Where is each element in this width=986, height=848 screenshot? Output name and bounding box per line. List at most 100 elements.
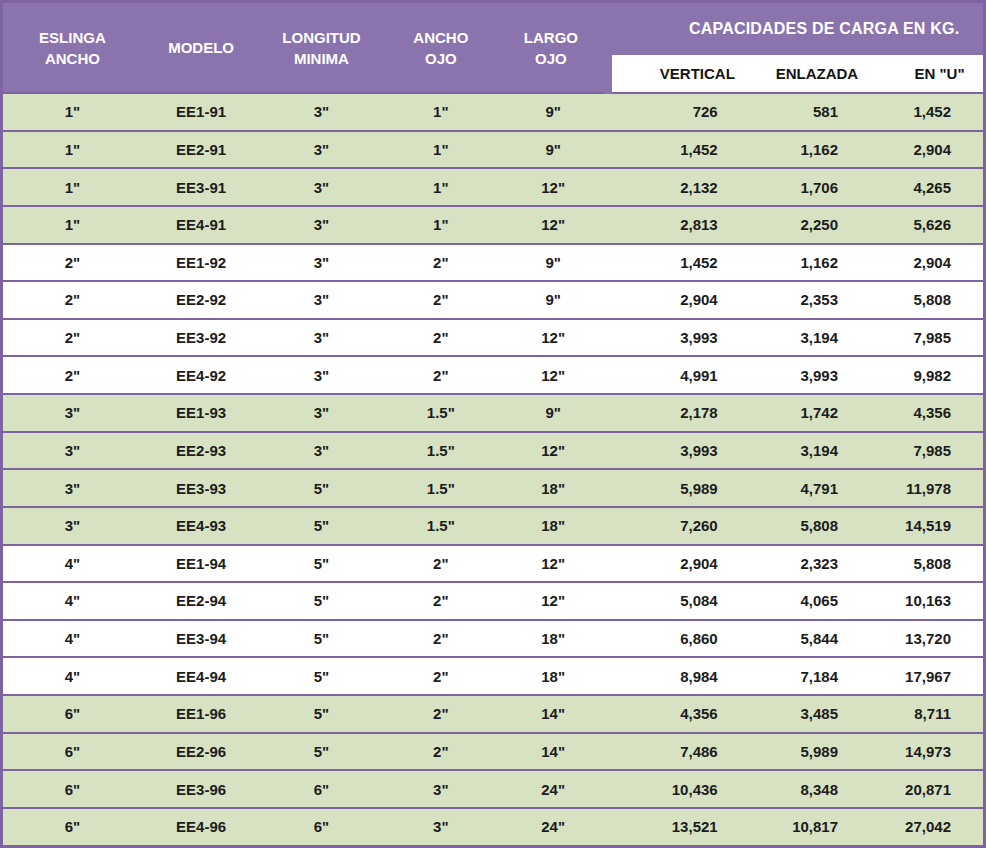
cell-largo-ojo: 9" xyxy=(499,394,607,432)
table-header: ESLINGA ANCHO MODELO LONGITUD MINIMA ANC… xyxy=(2,2,985,94)
table-row: 6"EE4-966"3"24"13,52110,81727,042 xyxy=(2,808,985,847)
cell-enlazada: 1,162 xyxy=(728,131,848,169)
cell-eslinga-ancho: 3" xyxy=(2,507,142,545)
cell-eslinga-ancho: 6" xyxy=(2,808,142,847)
table-row: 3"EE2-933"1.5"12"3,9933,1947,985 xyxy=(2,432,985,470)
cell-longitud-minima: 5" xyxy=(260,469,382,507)
cell-ancho-ojo: 2" xyxy=(383,244,499,282)
cell-ancho-ojo: 2" xyxy=(383,620,499,658)
cell-vertical: 7,260 xyxy=(607,507,727,545)
cell-modelo: EE1-93 xyxy=(142,394,260,432)
cell-enlazada: 5,989 xyxy=(728,733,848,771)
cell-largo-ojo: 18" xyxy=(499,657,607,695)
cell-eslinga-ancho: 4" xyxy=(2,545,142,583)
cell-vertical: 10,436 xyxy=(607,770,727,808)
cell-largo-ojo: 9" xyxy=(499,281,607,319)
cell-eslinga-ancho: 4" xyxy=(2,657,142,695)
cell-enlazada: 3,993 xyxy=(728,356,848,394)
cell-vertical: 5,989 xyxy=(607,469,727,507)
cell-vertical: 13,521 xyxy=(607,808,727,847)
table-row: 4"EE4-945"2"18"8,9847,18417,967 xyxy=(2,657,985,695)
cell-enlazada: 5,844 xyxy=(728,620,848,658)
cell-ancho-ojo: 2" xyxy=(383,733,499,771)
table-row: 1"EE2-913"1"9"1,4521,1622,904 xyxy=(2,131,985,169)
cell-vertical: 6,860 xyxy=(607,620,727,658)
cell-largo-ojo: 12" xyxy=(499,319,607,357)
table-row: 3"EE1-933"1.5"9"2,1781,7424,356 xyxy=(2,394,985,432)
cell-modelo: EE4-93 xyxy=(142,507,260,545)
cell-vertical: 5,084 xyxy=(607,582,727,620)
cell-vertical: 3,993 xyxy=(607,432,727,470)
cell-ancho-ojo: 1" xyxy=(383,131,499,169)
cell-longitud-minima: 5" xyxy=(260,620,382,658)
table-row: 6"EE3-966"3"24"10,4368,34820,871 xyxy=(2,770,985,808)
table-row: 2"EE2-923"2"9"2,9042,3535,808 xyxy=(2,281,985,319)
cell-en-u: 2,904 xyxy=(848,244,984,282)
cell-largo-ojo: 24" xyxy=(499,770,607,808)
table-row: 1"EE1-913"1"9"7265811,452 xyxy=(2,93,985,131)
header-row-main: ESLINGA ANCHO MODELO LONGITUD MINIMA ANC… xyxy=(2,2,985,56)
cell-enlazada: 1,706 xyxy=(728,168,848,206)
cell-longitud-minima: 5" xyxy=(260,582,382,620)
capacity-table: ESLINGA ANCHO MODELO LONGITUD MINIMA ANC… xyxy=(0,0,986,848)
cell-longitud-minima: 3" xyxy=(260,394,382,432)
cell-eslinga-ancho: 1" xyxy=(2,131,142,169)
cell-modelo: EE2-91 xyxy=(142,131,260,169)
cell-largo-ojo: 12" xyxy=(499,356,607,394)
col-header-eslinga-ancho: ESLINGA ANCHO xyxy=(2,2,142,94)
col-header-modelo: MODELO xyxy=(142,2,260,94)
cell-longitud-minima: 3" xyxy=(260,206,382,244)
cell-en-u: 8,711 xyxy=(848,695,984,733)
cell-enlazada: 581 xyxy=(728,93,848,131)
cell-largo-ojo: 24" xyxy=(499,808,607,847)
cell-ancho-ojo: 1" xyxy=(383,206,499,244)
cell-largo-ojo: 14" xyxy=(499,733,607,771)
cell-vertical: 3,993 xyxy=(607,319,727,357)
cell-modelo: EE2-94 xyxy=(142,582,260,620)
cell-vertical: 1,452 xyxy=(607,131,727,169)
cell-modelo: EE1-92 xyxy=(142,244,260,282)
cell-enlazada: 3,485 xyxy=(728,695,848,733)
cell-vertical: 2,132 xyxy=(607,168,727,206)
cell-vertical: 2,813 xyxy=(607,206,727,244)
cell-enlazada: 2,250 xyxy=(728,206,848,244)
cell-ancho-ojo: 2" xyxy=(383,657,499,695)
cell-en-u: 4,356 xyxy=(848,394,984,432)
cell-modelo: EE4-94 xyxy=(142,657,260,695)
table-row: 4"EE3-945"2"18"6,8605,84413,720 xyxy=(2,620,985,658)
cell-en-u: 13,720 xyxy=(848,620,984,658)
cell-en-u: 7,985 xyxy=(848,319,984,357)
cell-en-u: 17,967 xyxy=(848,657,984,695)
cell-modelo: EE1-96 xyxy=(142,695,260,733)
cell-eslinga-ancho: 1" xyxy=(2,93,142,131)
cell-enlazada: 2,353 xyxy=(728,281,848,319)
cell-vertical: 4,991 xyxy=(607,356,727,394)
cell-en-u: 11,978 xyxy=(848,469,984,507)
cell-ancho-ojo: 2" xyxy=(383,319,499,357)
cell-largo-ojo: 12" xyxy=(499,582,607,620)
cell-vertical: 2,904 xyxy=(607,281,727,319)
cell-eslinga-ancho: 2" xyxy=(2,319,142,357)
cell-modelo: EE3-96 xyxy=(142,770,260,808)
cell-largo-ojo: 9" xyxy=(499,93,607,131)
table-row: 3"EE3-935"1.5"18"5,9894,79111,978 xyxy=(2,469,985,507)
cell-modelo: EE3-93 xyxy=(142,469,260,507)
cell-largo-ojo: 12" xyxy=(499,545,607,583)
cell-en-u: 27,042 xyxy=(848,808,984,847)
cell-enlazada: 5,808 xyxy=(728,507,848,545)
cell-longitud-minima: 5" xyxy=(260,657,382,695)
cell-en-u: 4,265 xyxy=(848,168,984,206)
cell-enlazada: 1,742 xyxy=(728,394,848,432)
cell-eslinga-ancho: 4" xyxy=(2,582,142,620)
cell-longitud-minima: 5" xyxy=(260,545,382,583)
cell-modelo: EE4-96 xyxy=(142,808,260,847)
cell-en-u: 5,808 xyxy=(848,545,984,583)
cell-en-u: 14,973 xyxy=(848,733,984,771)
table-row: 2"EE3-923"2"12"3,9933,1947,985 xyxy=(2,319,985,357)
cell-vertical: 7,486 xyxy=(607,733,727,771)
col-header-largo-ojo: LARGO OJO xyxy=(499,2,607,94)
cell-eslinga-ancho: 2" xyxy=(2,281,142,319)
cell-vertical: 726 xyxy=(607,93,727,131)
cell-longitud-minima: 3" xyxy=(260,356,382,394)
cell-longitud-minima: 3" xyxy=(260,168,382,206)
